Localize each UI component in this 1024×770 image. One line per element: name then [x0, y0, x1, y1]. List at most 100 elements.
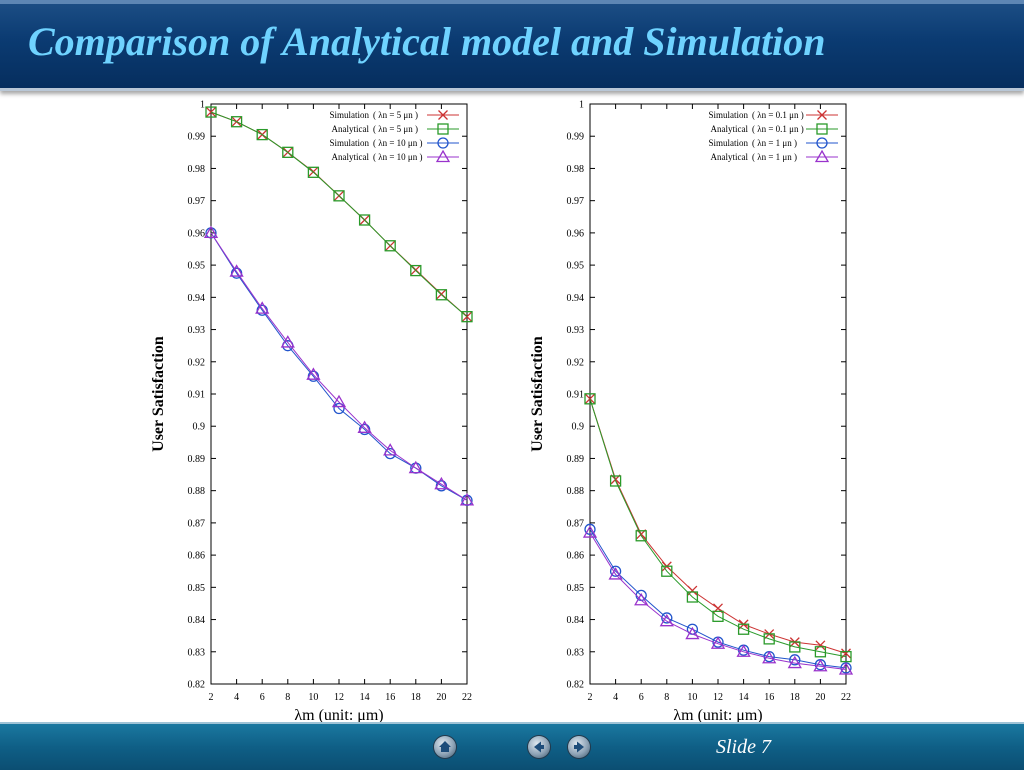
data-point [814, 149, 830, 163]
series-line [589, 398, 847, 658]
y-tick-label: 0.87 [188, 518, 206, 529]
data-point [712, 610, 724, 622]
x-axis-label: λm (unit: μm) [673, 707, 762, 724]
series-2 [584, 393, 852, 663]
x-tick-label: 14 [360, 692, 370, 703]
data-point [659, 613, 674, 627]
y-tick-label: 0.92 [567, 357, 585, 368]
legend-label: ( λn = 0.1 μn ) [752, 110, 804, 120]
data-point [710, 636, 726, 649]
home-icon [439, 741, 451, 752]
legend-label: ( λn = 10 μn ) [373, 138, 423, 148]
legend-label: Analytical [332, 124, 370, 134]
data-point [816, 123, 828, 135]
x-tick-label: 22 [841, 692, 851, 703]
data-point [255, 301, 270, 314]
data-point [609, 475, 622, 487]
y-tick-label: 0.9 [572, 422, 585, 433]
y-tick-label: 0.98 [188, 164, 206, 175]
x-tick-label: 12 [334, 692, 344, 703]
data-point [280, 335, 295, 348]
y-tick-label: 0.97 [567, 196, 585, 207]
y-tick-label: 0.89 [188, 454, 206, 465]
x-tick-label: 2 [588, 692, 593, 703]
data-point [609, 565, 622, 577]
y-tick-label: 0.94 [567, 293, 585, 304]
data-point [410, 264, 422, 277]
x-tick-label: 4 [613, 692, 618, 703]
header-highlight [0, 0, 1024, 4]
x-tick-label: 18 [411, 692, 421, 703]
forward-button[interactable] [568, 736, 590, 758]
data-point [435, 149, 451, 163]
data-point [358, 214, 371, 226]
x-tick-label: 6 [260, 692, 265, 703]
legend-label: Simulation [708, 110, 748, 120]
data-point [737, 623, 750, 635]
chart-1: 0.82 0.83 0.84 0.85 0.86 0.87 0.88 0.89 0.9 0.91 0… [150, 100, 475, 724]
data-point [661, 565, 673, 577]
y-tick-label: 0.92 [188, 357, 206, 368]
x-tick-label: 20 [436, 692, 446, 703]
legend: Simulation ( λn = 0.1 μn ) Analytical( λn … [708, 110, 838, 163]
back-button[interactable] [528, 736, 550, 758]
legend-label: Analytical [711, 152, 749, 162]
data-point [762, 650, 777, 664]
slide-number: Slide 7 [716, 736, 771, 758]
legend: Simulation( λn = 5 μn )Analytical( λn = … [329, 110, 459, 163]
y-tick-label: 0.91 [188, 390, 206, 401]
y-tick-label: 0.86 [567, 551, 585, 562]
data-point [229, 264, 244, 277]
y-tick-label: 0.83 [188, 647, 206, 658]
data-point [634, 592, 649, 606]
y-tick-label: 0.99 [188, 132, 206, 143]
data-point [205, 106, 217, 118]
y-tick-label: 0.86 [188, 551, 206, 562]
data-point [357, 420, 372, 433]
x-tick-label: 14 [739, 692, 749, 703]
legend-label: Analytical [332, 152, 370, 162]
data-point [815, 640, 826, 651]
y-tick-label: 1 [200, 100, 205, 111]
data-point [840, 650, 852, 663]
y-tick-label: 0.95 [188, 261, 206, 272]
data-point [736, 644, 751, 657]
plot-frame [589, 103, 847, 685]
data-point [437, 123, 449, 135]
data-point [230, 116, 243, 128]
arrow-left-icon [534, 741, 544, 753]
y-axis-label: User Satisfaction [529, 336, 546, 452]
data-point [584, 523, 596, 535]
x-tick-label: 2 [209, 692, 214, 703]
y-axis-label: User Satisfaction [150, 336, 167, 452]
slide-title: Comparison of Analytical model and Simul… [28, 19, 826, 64]
legend-label: Simulation [329, 138, 369, 148]
y-tick-label: 0.98 [567, 164, 585, 175]
slide-footer [0, 722, 1024, 770]
legend-label: ( λn = 1 μn ) [752, 138, 797, 148]
data-point [434, 476, 449, 490]
data-point [661, 612, 673, 624]
y-tick-label: 0.82 [567, 680, 585, 691]
y-tick-label: 0.94 [188, 293, 206, 304]
data-point [584, 393, 596, 405]
series-2 [205, 106, 473, 323]
data-point [838, 662, 854, 675]
data-point [435, 289, 448, 301]
x-tick-label: 10 [308, 692, 318, 703]
slide-header: Comparison of Analytical model and Simul… [0, 0, 1024, 91]
data-point [787, 655, 802, 669]
legend-label: ( λn = 10 μn ) [373, 152, 423, 162]
data-point [459, 493, 475, 506]
data-point [438, 110, 448, 120]
x-tick-label: 8 [664, 692, 669, 703]
series-4 [582, 525, 854, 675]
y-tick-label: 0.83 [567, 647, 585, 658]
x-tick-label: 16 [764, 692, 774, 703]
data-point [789, 654, 801, 666]
home-button[interactable] [434, 736, 456, 758]
y-tick-label: 1 [579, 100, 584, 111]
y-tick-label: 0.89 [567, 454, 585, 465]
x-tick-label: 12 [713, 692, 723, 703]
series-4 [203, 225, 475, 506]
